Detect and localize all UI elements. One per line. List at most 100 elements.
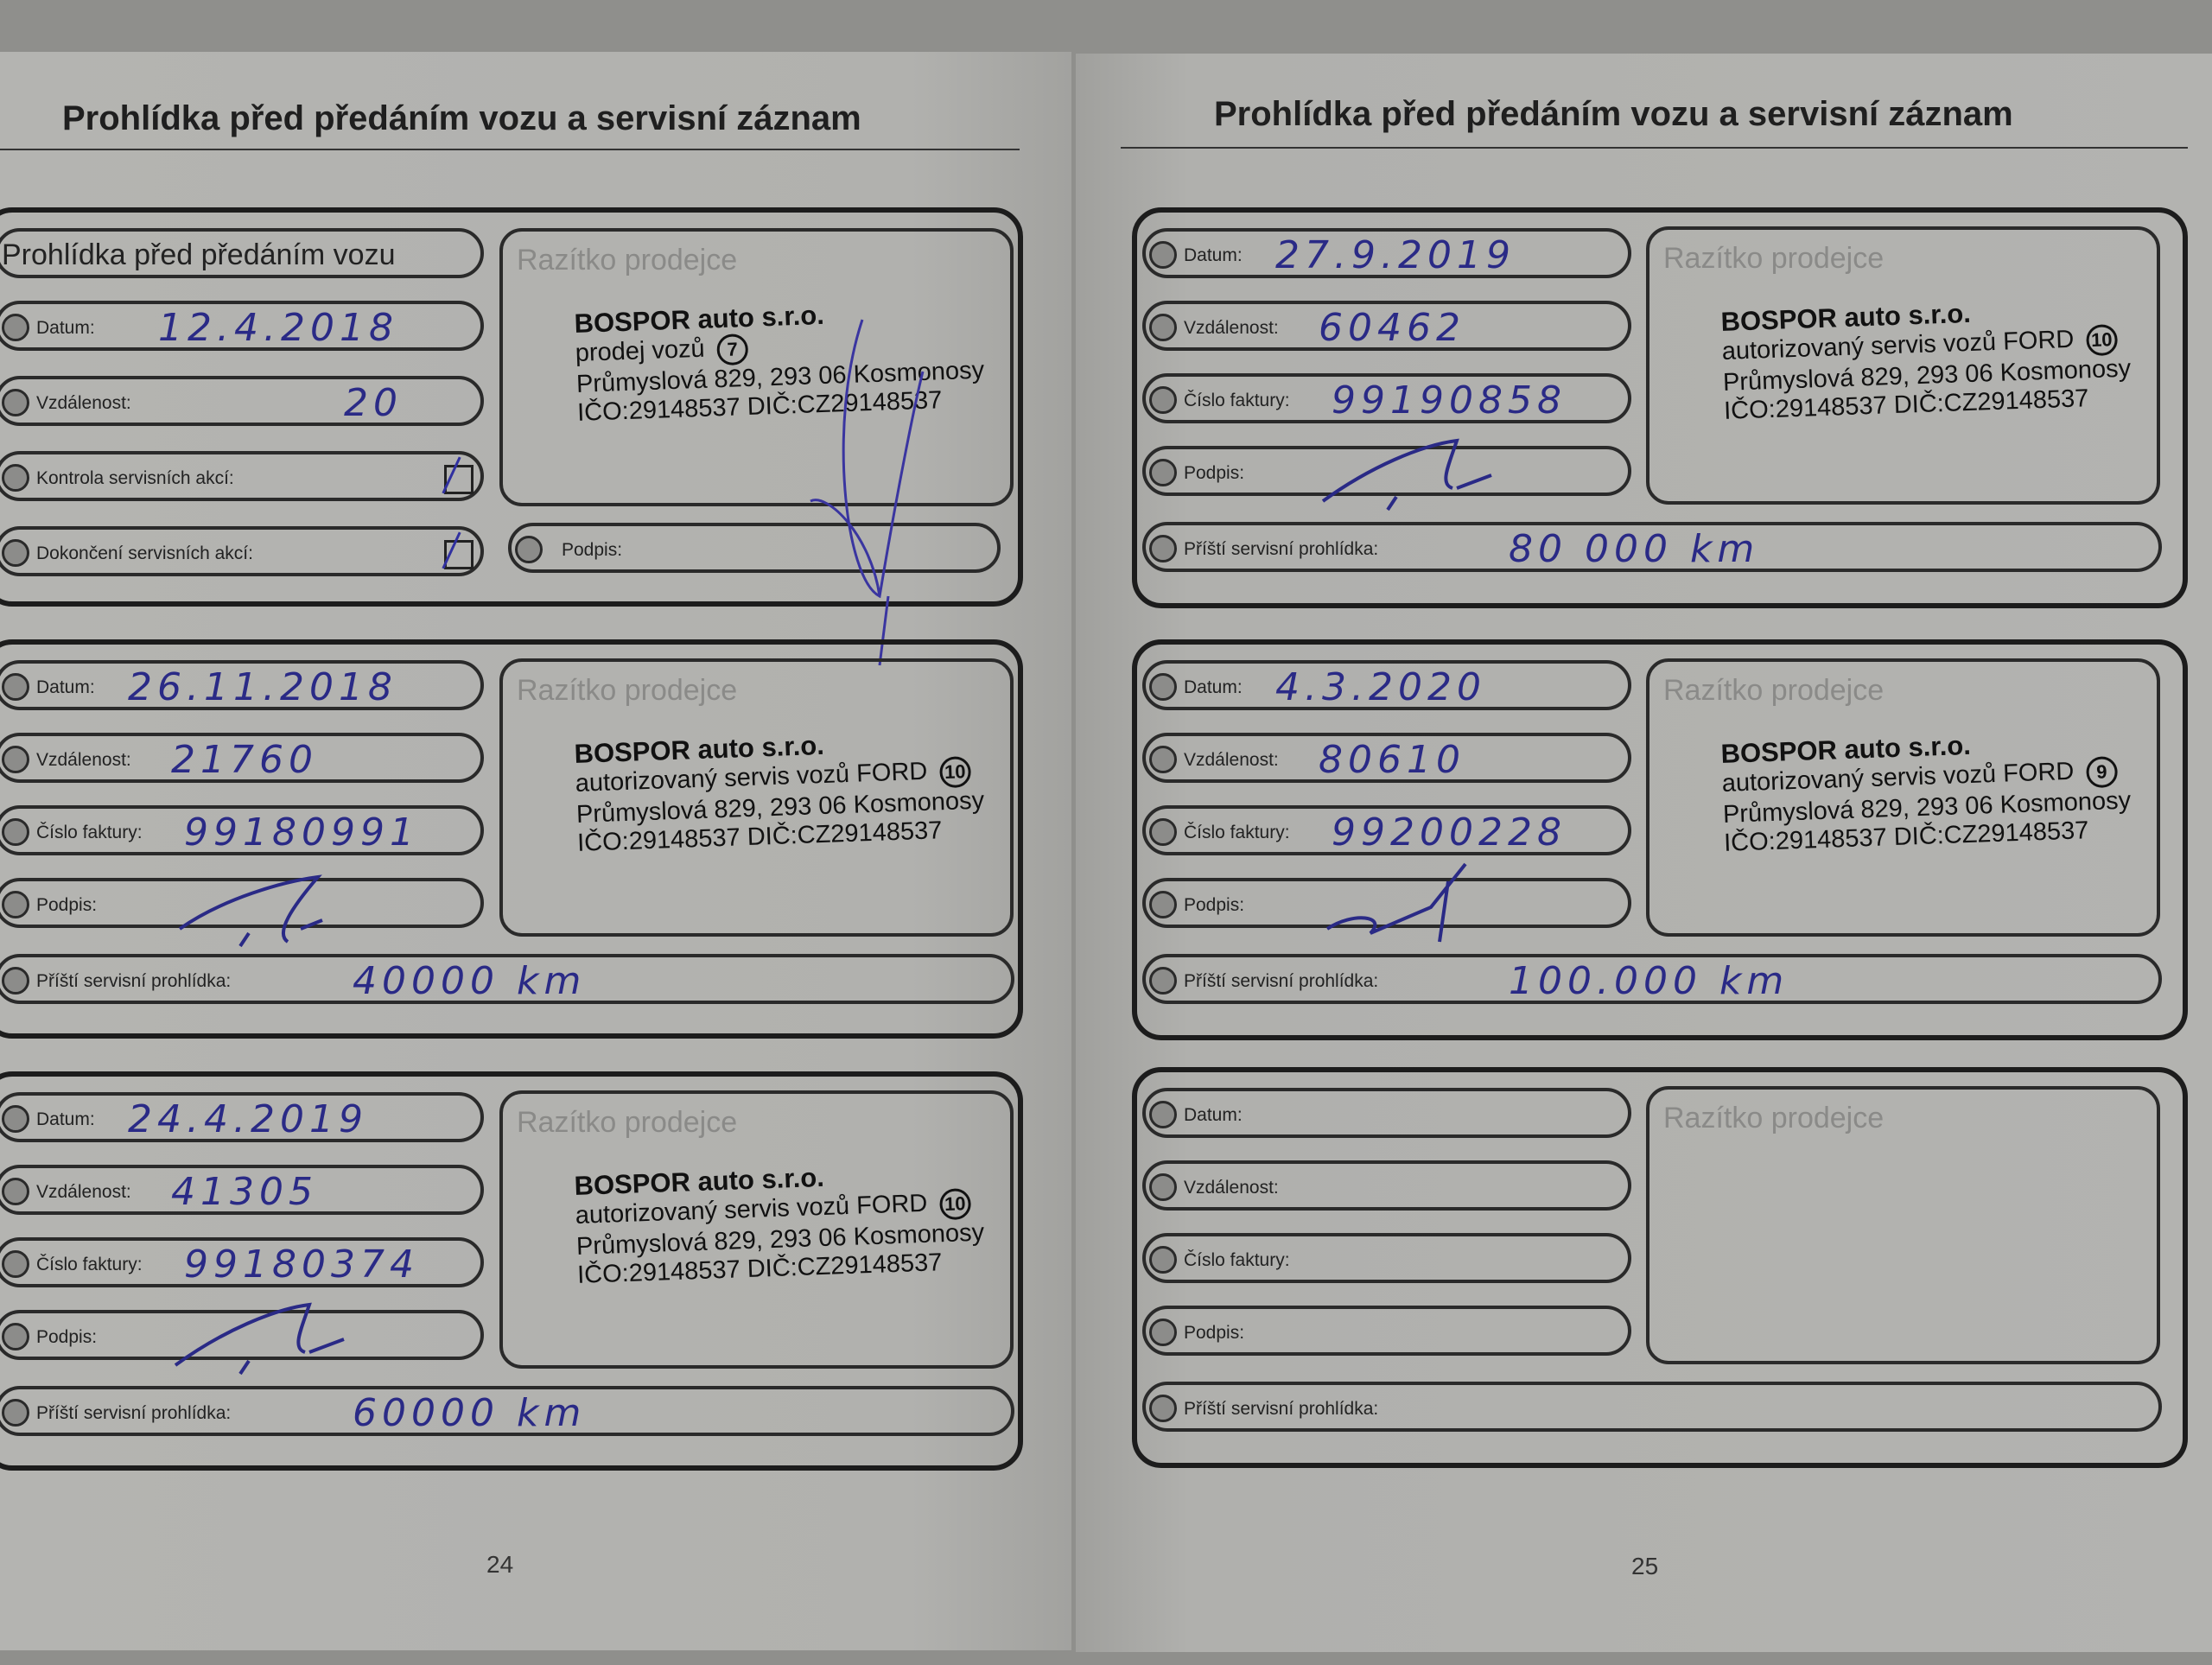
next-service-field[interactable]: Příští servisní prohlídka: 100.000 km <box>1142 954 2162 1004</box>
circle-marker-icon <box>1149 746 1177 773</box>
handwritten-value: 21760 <box>171 738 318 782</box>
field-label: Číslo faktury: <box>1184 1250 1290 1270</box>
stamp-line-text: prodej vozů <box>575 334 706 367</box>
circle-marker-icon <box>2 314 29 341</box>
stamp-heading: Razítko prodejce <box>1663 674 1885 707</box>
field-label: Podpis: <box>36 1327 98 1347</box>
field-label: Příští servisní prohlídka: <box>36 1403 232 1423</box>
service-record-box <box>1132 207 2188 608</box>
circle-marker-icon <box>2 464 29 492</box>
next-service-field[interactable]: Příští servisní prohlídka: <box>1142 1382 2162 1432</box>
field-3[interactable]: Podpis: <box>0 874 484 948</box>
page-25: Prohlídka před předáním vozu a servisní … <box>1076 54 2212 1652</box>
handwritten-value: 60462 <box>1319 306 1465 350</box>
dealer-stamp-box: Razítko prodejce BOSPOR auto s.r.o. autori… <box>499 658 1014 937</box>
stamp-number: 9 <box>2085 756 2118 789</box>
signature <box>810 319 925 666</box>
page-number: 24 <box>486 1551 514 1578</box>
circle-marker-icon <box>2 818 29 846</box>
handwritten-value: 100.000 km <box>1509 959 1789 1003</box>
field-0[interactable]: Datum: 27.9.2019 <box>1142 228 1631 278</box>
field-1[interactable]: Vzdálenost: 41305 <box>0 1165 484 1215</box>
circle-marker-icon <box>1149 818 1177 846</box>
circle-marker-icon <box>2 389 29 416</box>
field-3[interactable]: Podpis: <box>1142 438 1631 512</box>
handwritten-value: 60000 km <box>353 1391 587 1435</box>
circle-marker-icon <box>2 673 29 701</box>
title-rule <box>1121 147 2188 149</box>
service-record-box <box>0 1071 1023 1471</box>
field-3[interactable]: Podpis: <box>0 1302 484 1376</box>
field-label: Podpis: <box>1184 463 1245 483</box>
page-title: Prohlídka před předáním vozu a servisní … <box>62 99 861 137</box>
handover-title: Prohlídka před předáním vozu <box>2 238 396 271</box>
signature-field[interactable]: Podpis: <box>508 523 1001 573</box>
handwritten-value: 4.3.2020 <box>1275 665 1486 709</box>
field-0[interactable]: Datum: 24.4.2019 <box>0 1092 484 1142</box>
signature <box>178 874 323 948</box>
handwritten-value: 99200228 <box>1332 810 1567 855</box>
field-label: Kontrola servisních akcí: <box>36 468 234 488</box>
field-2[interactable]: Číslo faktury: 99190858 <box>1142 373 1631 423</box>
stamp-heading: Razítko prodejce <box>1663 242 1885 275</box>
stamp-number: 7 <box>716 334 749 366</box>
field-label: Vzdálenost: <box>1184 750 1279 770</box>
circle-marker-icon <box>1149 673 1177 701</box>
dealer-stamp: BOSPOR auto s.r.o. autorizovaný servis vo… <box>1720 294 2133 426</box>
field-2[interactable]: Kontrola servisních akcí: <box>0 451 484 501</box>
field-2[interactable]: Číslo faktury: <box>1142 1233 1631 1283</box>
dealer-stamp: BOSPOR auto s.r.o. autorizovaný servis vo… <box>574 726 986 858</box>
checkbox-checked[interactable] <box>444 465 474 494</box>
next-service-field[interactable]: Příští servisní prohlídka: 60000 km <box>0 1386 1014 1436</box>
field-3[interactable]: Podpis: <box>1142 862 1631 943</box>
field-label: Datum: <box>36 1109 95 1129</box>
stamp-number: 10 <box>938 756 971 789</box>
field-label: Datum: <box>1184 245 1243 265</box>
service-record-box <box>1132 639 2188 1040</box>
field-1[interactable]: Vzdálenost: 20 <box>0 376 484 426</box>
service-record-box <box>0 639 1023 1039</box>
handwritten-value: 20 <box>344 381 403 425</box>
handwritten-value: 12.4.2018 <box>158 306 398 350</box>
field-2[interactable]: Číslo faktury: 99180991 <box>0 805 484 855</box>
dealer-stamp-box: Razítko prodejce BOSPOR auto s.r.o. prodej… <box>499 228 1014 506</box>
field-0[interactable]: Datum: 4.3.2020 <box>1142 660 1631 710</box>
field-1[interactable]: Vzdálenost: 60462 <box>1142 301 1631 351</box>
field-label: Příští servisní prohlídka: <box>1184 1399 1379 1419</box>
checkbox-checked[interactable] <box>444 540 474 569</box>
handwritten-value: 27.9.2019 <box>1275 233 1516 277</box>
next-service-field[interactable]: Příští servisní prohlídka: 80 000 km <box>1142 522 2162 572</box>
field-0[interactable]: Datum: 12.4.2018 <box>0 301 484 351</box>
handwritten-value: 26.11.2018 <box>128 665 397 709</box>
field-label: Vzdálenost: <box>36 1182 131 1202</box>
field-label: Podpis: <box>1184 895 1245 915</box>
field-1[interactable]: Vzdálenost: 21760 <box>0 733 484 783</box>
stamp-heading: Razítko prodejce <box>517 1106 738 1139</box>
dealer-stamp: BOSPOR auto s.r.o. autorizovaný servis vo… <box>574 1158 986 1290</box>
circle-marker-icon <box>515 536 543 563</box>
field-label: Podpis: <box>562 540 623 560</box>
field-2[interactable]: Číslo faktury: 99180374 <box>0 1237 484 1287</box>
circle-marker-icon <box>1149 1246 1177 1274</box>
signature <box>174 1302 345 1376</box>
circle-marker-icon <box>1149 967 1177 995</box>
field-3[interactable]: Dokončení servisních akcí: <box>0 526 484 576</box>
field-3[interactable]: Podpis: <box>1142 1306 1631 1356</box>
stamp-number: 10 <box>938 1188 971 1221</box>
field-2[interactable]: Číslo faktury: 99200228 <box>1142 805 1631 855</box>
field-1[interactable]: Vzdálenost: <box>1142 1160 1631 1211</box>
circle-marker-icon <box>2 891 29 918</box>
field-label: Číslo faktury: <box>1184 391 1290 410</box>
field-1[interactable]: Vzdálenost: 80610 <box>1142 733 1631 783</box>
field-label: Datum: <box>36 318 95 338</box>
circle-marker-icon <box>1149 1101 1177 1128</box>
field-label: Vzdálenost: <box>36 750 131 770</box>
service-record-box <box>0 207 1023 607</box>
next-service-field[interactable]: Příští servisní prohlídka: 40000 km <box>0 954 1014 1004</box>
field-0[interactable]: Datum: <box>1142 1088 1631 1138</box>
dealer-stamp-box: Razítko prodejce BOSPOR auto s.r.o. autori… <box>1646 658 2160 937</box>
field-0[interactable]: Datum: 26.11.2018 <box>0 660 484 710</box>
handover-header[interactable]: Prohlídka před předáním vozu <box>0 228 484 278</box>
circle-marker-icon <box>2 1399 29 1427</box>
circle-marker-icon <box>2 1105 29 1133</box>
